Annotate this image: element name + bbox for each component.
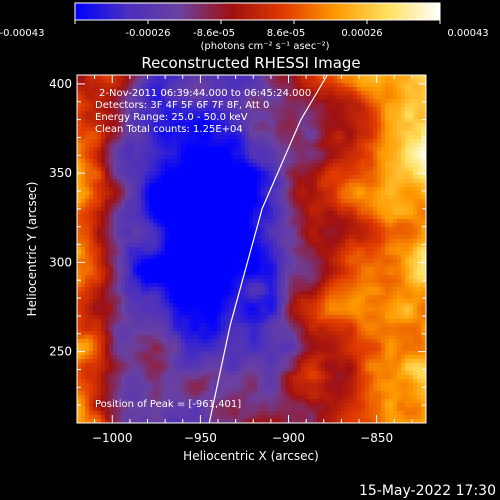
y-axis-label: Heliocentric Y (arcsec) — [25, 182, 39, 317]
annotation-peak-position: Position of Peak = [-961,401] — [95, 399, 241, 410]
solar-limb-line — [208, 75, 328, 423]
footer-date: 15-May-2022 17:30 — [359, 483, 496, 499]
axis-ticks: −1000 −950 −900 −850 250 300 350 400 — [49, 75, 426, 445]
x-axis-label: Heliocentric X (arcsec) — [183, 449, 319, 463]
annotation-clean-counts: Clean Total counts: 1.25E+04 — [95, 124, 243, 135]
colorbar-ticks: -0.00043 -0.00026 -8.6e-05 8.6e-05 0.00026 0.… — [0, 20, 489, 39]
colorbar-tick-label: 8.6e-05 — [267, 28, 305, 39]
x-tick-label: −850 — [360, 431, 393, 445]
y-tick-label: 350 — [49, 166, 72, 180]
plot-frame — [76, 74, 427, 424]
y-tick-label: 400 — [49, 77, 72, 91]
y-tick-label: 250 — [49, 345, 72, 359]
x-tick-label: −900 — [272, 431, 305, 445]
x-tick-label: −950 — [184, 431, 217, 445]
y-tick-label: 300 — [49, 255, 72, 269]
colorbar-tick-label: 0.00043 — [447, 28, 488, 39]
x-tick-label: −1000 — [92, 431, 133, 445]
colorbar-tick-label: 0.00026 — [341, 28, 382, 39]
chart-title: Reconstructed RHESSI Image — [141, 54, 360, 72]
colorbar — [74, 2, 441, 21]
annotation-energy-range: Energy Range: 25.0 - 50.0 keV — [95, 112, 248, 123]
heatmap-image — [77, 75, 426, 423]
annotation-time-range: 2-Nov-2011 06:39:44.000 to 06:45:24.000 — [99, 88, 311, 99]
colorbar-tick-label: -0.00043 — [0, 28, 44, 39]
annotation-detectors: Detectors: 3F 4F 5F 6F 7F 8F, Att 0 — [95, 100, 269, 111]
colorbar-tick-label: -8.6e-05 — [193, 28, 235, 39]
colorbar-units: (photons cm⁻² s⁻¹ asec⁻²) — [200, 41, 329, 52]
colorbar-tick-label: -0.00026 — [126, 28, 171, 39]
